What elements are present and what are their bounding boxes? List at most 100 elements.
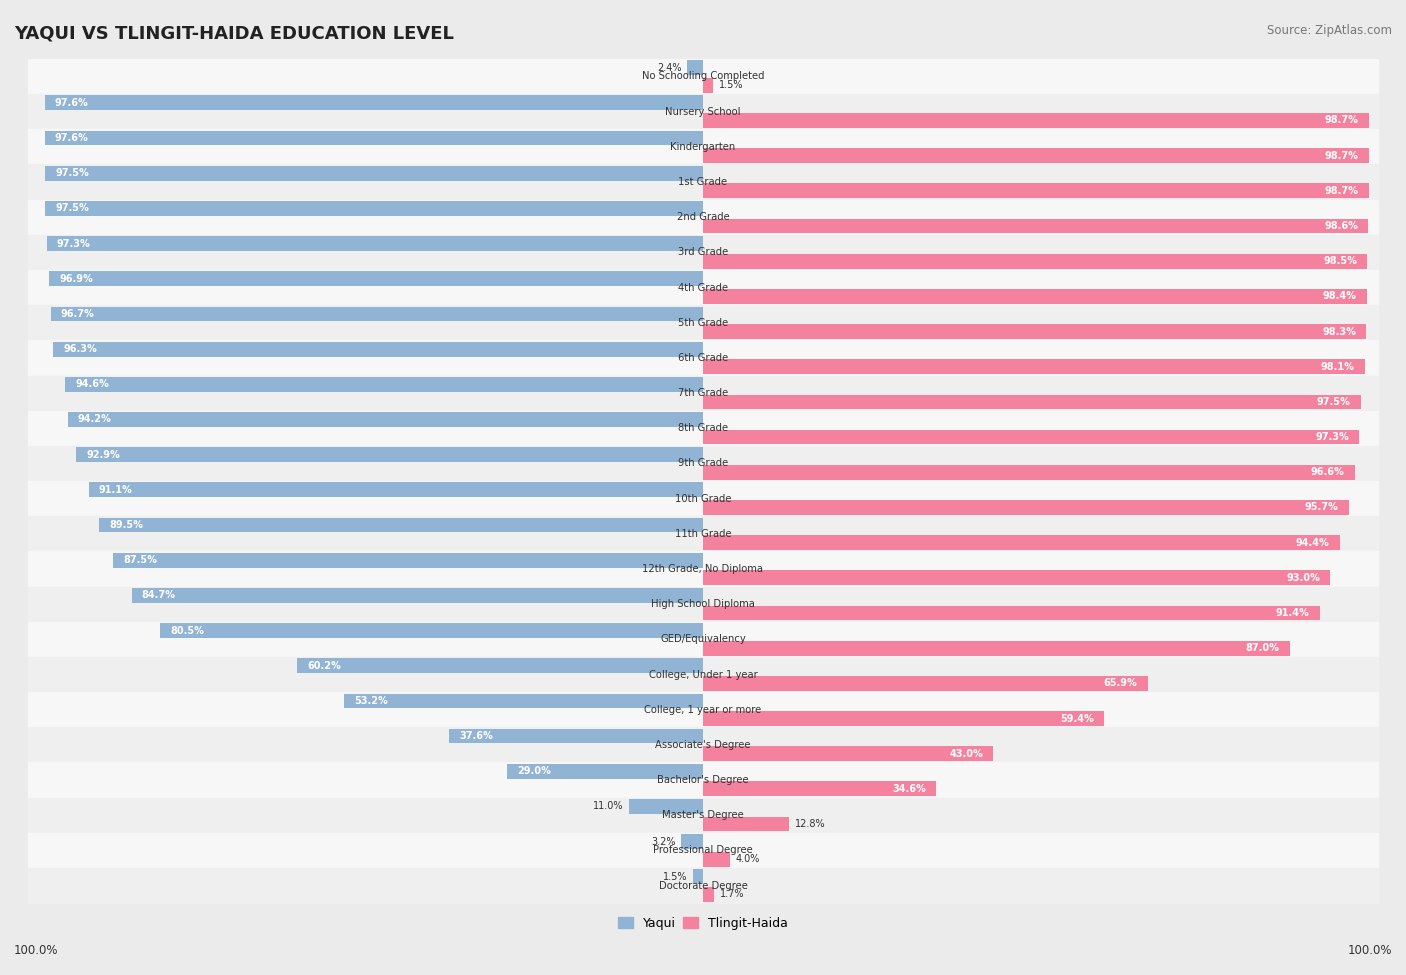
Text: 98.4%: 98.4% (1323, 292, 1357, 301)
Bar (51, 306, 703, 322)
Bar (46, 236, 703, 251)
Text: 3.2%: 3.2% (651, 837, 676, 846)
Text: 97.5%: 97.5% (55, 169, 89, 178)
Text: 1st Grade: 1st Grade (679, 177, 727, 187)
Text: Associate's Degree: Associate's Degree (655, 740, 751, 750)
Text: 98.3%: 98.3% (1322, 327, 1355, 336)
Bar (132, 588, 703, 603)
Text: 1.5%: 1.5% (718, 80, 742, 91)
Bar (67, 412, 703, 427)
Bar (703, 676, 1147, 690)
Bar (703, 395, 1361, 409)
Text: 98.7%: 98.7% (1324, 150, 1358, 161)
Text: 93.0%: 93.0% (1286, 572, 1320, 583)
Bar (112, 553, 703, 567)
Text: 87.5%: 87.5% (122, 555, 157, 566)
Text: 2.4%: 2.4% (657, 62, 682, 73)
Text: 98.6%: 98.6% (1324, 221, 1358, 231)
Bar (703, 570, 1330, 585)
Bar (703, 289, 1367, 304)
Bar (703, 500, 1348, 515)
Bar (703, 254, 1368, 268)
Text: 100.0%: 100.0% (14, 945, 59, 957)
Text: 97.5%: 97.5% (55, 204, 89, 214)
Text: 96.3%: 96.3% (63, 344, 97, 354)
Bar (45, 131, 703, 145)
Text: 91.4%: 91.4% (1275, 608, 1309, 618)
Text: 96.7%: 96.7% (60, 309, 94, 319)
Text: 3rd Grade: 3rd Grade (678, 248, 728, 257)
Text: 98.7%: 98.7% (1324, 115, 1358, 126)
Text: Professional Degree: Professional Degree (654, 845, 752, 855)
Bar (682, 835, 703, 849)
Bar (76, 448, 703, 462)
Bar (703, 465, 1354, 480)
Bar (45, 96, 703, 110)
Text: 96.9%: 96.9% (59, 274, 93, 284)
Bar (703, 78, 713, 93)
Bar (703, 605, 1319, 620)
Bar (508, 763, 703, 779)
Text: YAQUI VS TLINGIT-HAIDA EDUCATION LEVEL: YAQUI VS TLINGIT-HAIDA EDUCATION LEVEL (14, 24, 454, 42)
Bar (450, 728, 703, 744)
Text: 1.5%: 1.5% (664, 872, 688, 881)
Text: 4th Grade: 4th Grade (678, 283, 728, 292)
Bar (703, 641, 1289, 655)
Bar (693, 870, 703, 884)
Bar (703, 218, 1368, 233)
Text: 12.8%: 12.8% (794, 819, 825, 829)
Text: 97.3%: 97.3% (56, 239, 90, 249)
Text: 2nd Grade: 2nd Grade (676, 213, 730, 222)
Text: 37.6%: 37.6% (460, 731, 494, 741)
Bar (703, 360, 1365, 374)
Bar (49, 271, 703, 286)
Bar (45, 201, 703, 215)
Text: 9th Grade: 9th Grade (678, 458, 728, 468)
Text: High School Diploma: High School Diploma (651, 600, 755, 609)
Text: 97.6%: 97.6% (55, 98, 89, 108)
Bar (703, 113, 1369, 128)
Bar (703, 887, 714, 902)
Text: Kindergarten: Kindergarten (671, 141, 735, 152)
Text: 98.1%: 98.1% (1320, 362, 1354, 371)
Text: 7th Grade: 7th Grade (678, 388, 728, 398)
Text: Nursery School: Nursery School (665, 106, 741, 117)
Text: 60.2%: 60.2% (307, 661, 340, 671)
Bar (703, 148, 1369, 163)
Text: 97.5%: 97.5% (1317, 397, 1351, 407)
Text: 65.9%: 65.9% (1104, 679, 1137, 688)
Bar (703, 711, 1104, 726)
Bar (703, 746, 993, 761)
Text: College, 1 year or more: College, 1 year or more (644, 705, 762, 715)
Bar (703, 324, 1367, 339)
Bar (53, 341, 703, 357)
Text: 100.0%: 100.0% (1347, 945, 1392, 957)
Text: Master's Degree: Master's Degree (662, 810, 744, 820)
Bar (703, 852, 730, 867)
Text: 53.2%: 53.2% (354, 696, 388, 706)
Bar (100, 518, 703, 532)
Text: Doctorate Degree: Doctorate Degree (658, 880, 748, 890)
Text: 12th Grade, No Diploma: 12th Grade, No Diploma (643, 564, 763, 574)
Text: 4.0%: 4.0% (735, 854, 759, 864)
Text: 5th Grade: 5th Grade (678, 318, 728, 328)
Text: GED/Equivalency: GED/Equivalency (661, 635, 745, 644)
Text: 80.5%: 80.5% (170, 626, 204, 636)
Text: 96.6%: 96.6% (1310, 467, 1344, 477)
Text: 10th Grade: 10th Grade (675, 493, 731, 504)
Bar (628, 800, 703, 814)
Text: 1.7%: 1.7% (720, 889, 744, 899)
Text: 95.7%: 95.7% (1305, 502, 1339, 513)
Legend: Yaqui, Tlingit-Haida: Yaqui, Tlingit-Haida (613, 912, 793, 935)
Bar (45, 166, 703, 180)
Bar (703, 817, 789, 832)
Text: 87.0%: 87.0% (1246, 644, 1279, 653)
Text: 91.1%: 91.1% (98, 485, 132, 495)
Text: 8th Grade: 8th Grade (678, 423, 728, 433)
Text: 89.5%: 89.5% (110, 520, 143, 530)
Text: 34.6%: 34.6% (893, 784, 927, 794)
Bar (703, 782, 936, 797)
Bar (65, 377, 703, 392)
Text: College, Under 1 year: College, Under 1 year (648, 670, 758, 680)
Text: 98.7%: 98.7% (1324, 186, 1358, 196)
